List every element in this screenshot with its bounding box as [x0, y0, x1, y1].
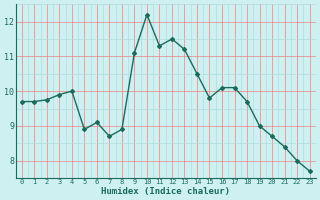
X-axis label: Humidex (Indice chaleur): Humidex (Indice chaleur)	[101, 187, 230, 196]
